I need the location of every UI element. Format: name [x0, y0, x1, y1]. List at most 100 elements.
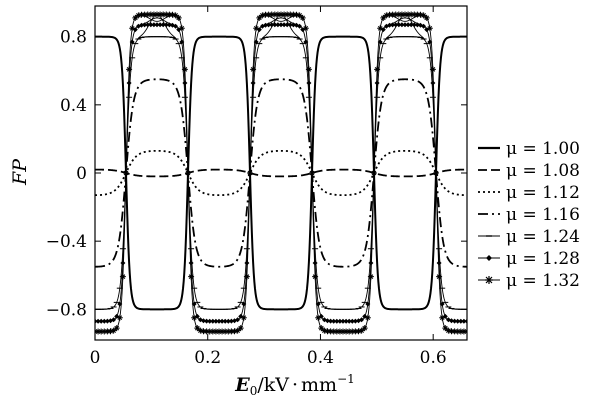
series-6-marker [216, 318, 222, 324]
series-7-marker [454, 328, 461, 335]
series-6-marker [157, 22, 163, 28]
series-6-marker [340, 318, 346, 324]
series-peak [260, 17, 302, 28]
series-peak [136, 14, 178, 40]
series-7-marker [274, 11, 281, 18]
series-7-marker [119, 273, 126, 280]
series-7-marker [132, 14, 139, 21]
series-7-marker [392, 11, 399, 18]
series-7-marker [371, 170, 377, 176]
series-7-marker [361, 325, 368, 332]
series-7-marker [448, 328, 455, 335]
series-6-marker [281, 22, 287, 28]
series-6-marker [334, 318, 340, 324]
series-6-marker [207, 318, 213, 324]
series-7-marker [243, 273, 250, 280]
series-7-marker [445, 327, 452, 334]
series-6-marker [269, 22, 275, 28]
series-6-marker [163, 22, 169, 28]
y-tick-label: −0.8 [46, 300, 87, 320]
series-6-marker [101, 318, 107, 324]
series-7-marker [290, 11, 297, 18]
series-7-marker [333, 328, 340, 335]
series-7-marker [349, 328, 356, 335]
series-line-5 [95, 36, 467, 310]
y-tick-label: 0.4 [60, 96, 87, 116]
series-7-marker [194, 325, 201, 332]
series-6-marker [405, 22, 411, 28]
series-7-marker [287, 11, 294, 18]
series-7-marker [104, 328, 111, 335]
series-7-marker [451, 328, 458, 335]
series-7-marker [343, 328, 350, 335]
series-6-marker [461, 318, 467, 324]
series-7-marker [181, 66, 188, 73]
series-6-marker [151, 22, 157, 28]
series-6-marker [452, 318, 458, 324]
series-6-marker [337, 318, 343, 324]
series-7-marker [237, 325, 244, 332]
series-7-marker [327, 328, 334, 335]
series-6-marker [201, 318, 206, 324]
legend-marker-7 [485, 276, 493, 284]
legend-label-4: μ = 1.16 [506, 205, 580, 225]
series-7-marker [138, 11, 145, 18]
legend-marker-6 [486, 255, 492, 261]
series-7-marker [324, 328, 331, 335]
x-tick-label: 0.4 [307, 348, 334, 368]
series-peak [261, 14, 301, 22]
series-line-7 [95, 14, 467, 332]
series-7-marker [101, 328, 108, 335]
series-7-marker [228, 328, 235, 335]
series-7-marker [367, 273, 374, 280]
series-7-marker [408, 11, 415, 18]
series-6-marker [98, 318, 104, 324]
series-7-marker [144, 11, 151, 18]
series-6-marker [188, 260, 194, 266]
x-tick-label: 0.6 [420, 348, 447, 368]
series-7-marker [188, 273, 195, 280]
series-7-marker [253, 25, 260, 32]
series-7-marker [305, 66, 312, 73]
series-6-marker [210, 318, 216, 324]
series-7-marker [346, 328, 353, 335]
series-7-marker [123, 170, 129, 176]
x-axis-label: E0/kV · mm−1 [234, 372, 355, 398]
series-6-marker [349, 318, 355, 324]
series-line-3 [95, 149, 467, 197]
series-7-marker [191, 314, 198, 321]
series-6-marker [458, 318, 464, 324]
series-peak [385, 14, 425, 22]
series-7-marker [302, 25, 309, 32]
series-7-marker [414, 11, 421, 18]
series-6-marker [275, 22, 281, 28]
series-7-marker [126, 66, 133, 73]
series-6-marker [328, 318, 334, 324]
series-7-marker [389, 11, 396, 18]
series-7-marker [206, 328, 213, 335]
series-6-marker [154, 22, 160, 28]
legend-label-6: μ = 1.28 [506, 249, 580, 269]
series-7-marker [355, 328, 362, 335]
series-6-marker [219, 318, 225, 324]
series-7-marker [219, 328, 226, 335]
series-6-marker [244, 260, 250, 266]
series-peak [260, 14, 302, 40]
series-7-marker [271, 11, 278, 18]
series-7-marker [185, 170, 191, 176]
series-6-marker [278, 22, 284, 28]
series-6-marker [325, 318, 330, 324]
series-line-2 [95, 168, 467, 178]
series-7-marker [321, 327, 328, 334]
series-7-marker [169, 11, 176, 18]
series-6-marker [374, 80, 380, 86]
series-6-marker [464, 318, 467, 324]
series-7-marker [352, 328, 359, 335]
series-7-marker [95, 328, 102, 335]
series-7-marker [374, 66, 381, 73]
series-6-marker [182, 80, 188, 86]
series-7-marker [234, 327, 241, 334]
series-6-marker [331, 318, 337, 324]
series-7-marker [293, 11, 300, 18]
